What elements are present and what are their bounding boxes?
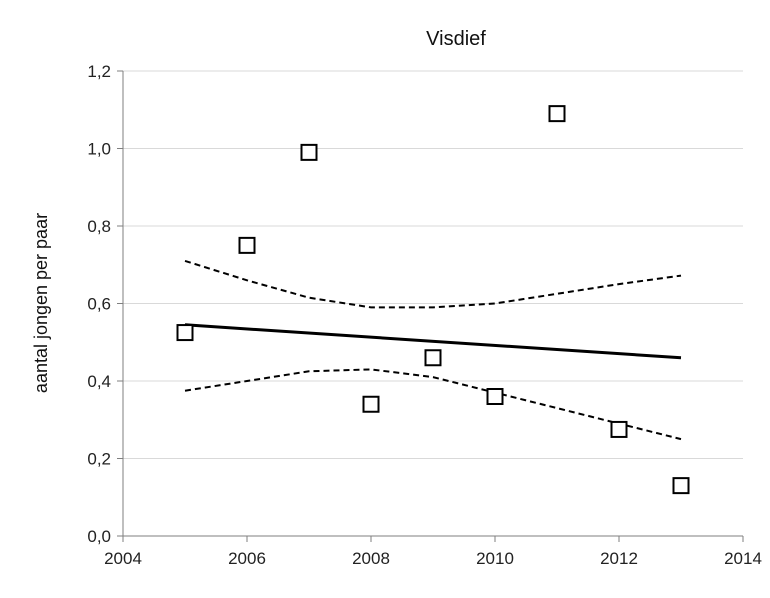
x-tick-label: 2010	[476, 549, 514, 568]
data-point	[610, 420, 628, 438]
trend-lines	[184, 259, 682, 441]
data-point	[424, 349, 442, 367]
y-tick-label: 1,2	[87, 62, 111, 81]
x-tick-label: 2014	[724, 549, 762, 568]
y-tick-label: 0,0	[87, 527, 111, 546]
x-tick-label: 2004	[104, 549, 142, 568]
data-point	[300, 143, 318, 161]
data-point	[362, 395, 380, 413]
data-point	[486, 388, 504, 405]
trend-line	[184, 323, 682, 360]
x-tick-label: 2012	[600, 549, 638, 568]
y-tick-label: 0,2	[87, 450, 111, 469]
lower-confidence-line	[184, 368, 682, 441]
data-point	[672, 477, 690, 495]
x-tick-label: 2008	[352, 549, 390, 568]
tick-labels: 0,0 0,2 0,4 0,6 0,8 1,0 1,2 2004 2006 2008 2010 201…	[87, 62, 762, 568]
y-tick-label: 1,0	[87, 140, 111, 159]
data-points	[176, 105, 690, 495]
y-tick-label: 0,6	[87, 295, 111, 314]
y-axis-title: aantal jongen per paar	[31, 213, 51, 393]
data-point	[176, 324, 194, 342]
axes	[117, 70, 744, 542]
x-tick-label: 2006	[228, 549, 266, 568]
upper-confidence-line	[184, 259, 682, 309]
grid-lines	[123, 70, 743, 459]
data-point	[238, 236, 256, 254]
data-point	[548, 105, 566, 123]
y-tick-label: 0,8	[87, 217, 111, 236]
chart-title: Visdief	[426, 28, 486, 50]
y-tick-label: 0,4	[87, 372, 111, 391]
